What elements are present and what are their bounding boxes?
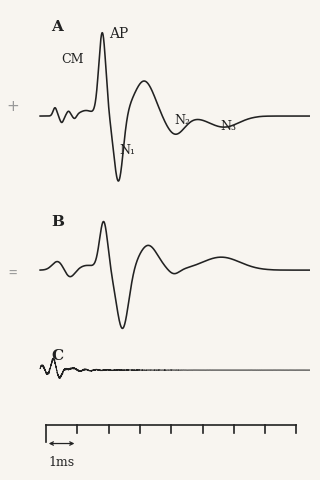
Text: 1ms: 1ms xyxy=(49,456,75,469)
Text: =: = xyxy=(8,266,17,280)
Text: A: A xyxy=(52,20,63,34)
Text: +: + xyxy=(6,99,19,114)
Text: B: B xyxy=(52,215,65,229)
Text: N₁: N₁ xyxy=(119,144,135,157)
Text: N₂: N₂ xyxy=(174,114,190,127)
Text: CM: CM xyxy=(62,53,84,66)
Text: N₃: N₃ xyxy=(220,120,236,133)
Text: AP: AP xyxy=(109,27,128,41)
Text: C: C xyxy=(52,349,64,363)
